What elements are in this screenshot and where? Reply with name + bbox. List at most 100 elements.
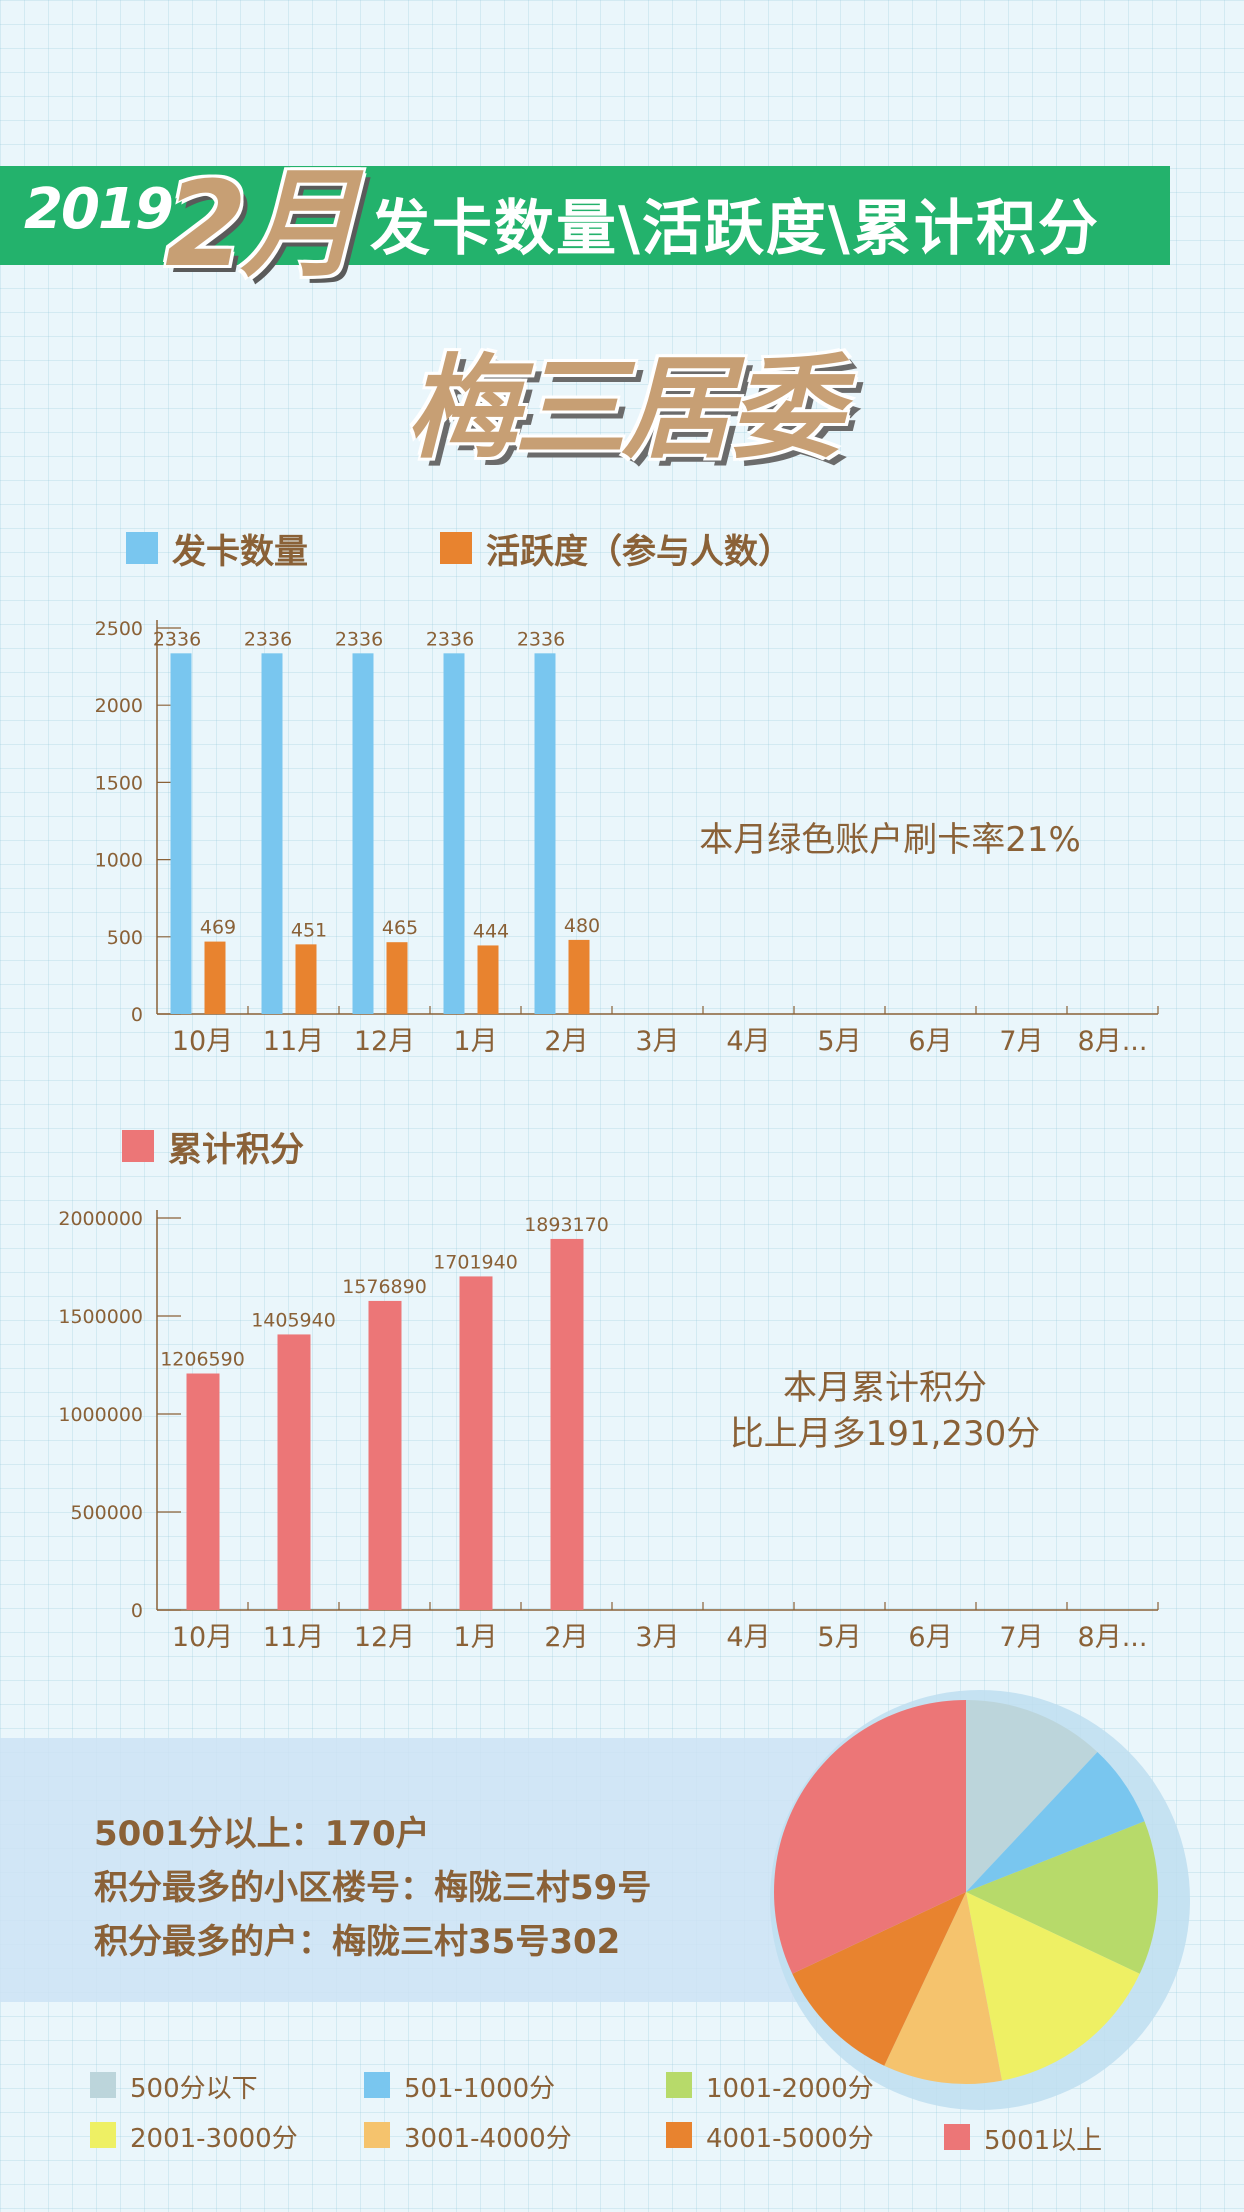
y-tick-label: 1500000 xyxy=(58,1306,143,1328)
x-tick-label: 12月 xyxy=(354,1622,415,1653)
pie-slice xyxy=(966,1700,1098,1892)
pie-legend-swatch xyxy=(90,2122,116,2148)
pie-slice xyxy=(792,1892,966,2066)
bar xyxy=(568,939,590,1014)
pie-legend-label: 4001-5000分 xyxy=(706,2124,874,2154)
pie-slice xyxy=(774,1700,966,1974)
pie-slice xyxy=(966,1821,1158,1974)
bar xyxy=(261,653,283,1014)
org-name: 梅三居委 xyxy=(406,344,842,474)
x-tick-label: 7月 xyxy=(999,1026,1043,1057)
pie-slice xyxy=(884,1892,1002,2084)
pie-legend-swatch xyxy=(666,2122,692,2148)
y-tick-label: 500000 xyxy=(70,1502,143,1524)
y-tick-label: 0 xyxy=(131,1600,143,1622)
summary-line-2: 积分最多的小区楼号：梅陇三村59号 xyxy=(94,1868,652,1908)
x-tick-label: 6月 xyxy=(908,1026,952,1057)
summary-line-1: 5001分以上：170户 xyxy=(94,1814,430,1854)
banner-title: 发卡数量\活跃度\累计积分 xyxy=(370,194,1100,264)
x-tick-label: 7月 xyxy=(999,1622,1043,1653)
bar-value-label: 1701940 xyxy=(433,1251,518,1273)
y-tick-label: 1000 xyxy=(95,850,143,872)
chart1-annotation: 本月绿色账户刷卡率21% xyxy=(699,820,1081,860)
legend-label-activity: 活跃度（参与人数） xyxy=(486,532,792,572)
bar xyxy=(204,941,226,1014)
chart2-annotation-line2: 比上月多191,230分 xyxy=(729,1414,1041,1454)
pie-slice xyxy=(966,1752,1145,1892)
bar-value-label: 2336 xyxy=(517,628,565,650)
pie-legend-label: 500分以下 xyxy=(130,2074,258,2104)
pie-legend-label: 5001以上 xyxy=(984,2126,1103,2156)
x-tick-label: 3月 xyxy=(635,1622,679,1653)
x-tick-label: 10月 xyxy=(172,1026,233,1057)
y-tick-label: 1000000 xyxy=(58,1404,143,1426)
chart-cumulative-points: 0 500000 1000000 1500000 2000000 10月 11月 12月 1月 2… xyxy=(58,1208,1159,1653)
bar-value-label: 469 xyxy=(200,917,236,939)
bar xyxy=(550,1238,584,1610)
banner-year: 2019 xyxy=(24,177,174,242)
pie-slice xyxy=(966,1892,1140,2081)
x-tick-label: 8月... xyxy=(1078,1622,1148,1653)
bar xyxy=(170,653,192,1014)
x-tick-label: 11月 xyxy=(263,1026,324,1057)
bar-value-label: 465 xyxy=(382,917,418,939)
bar xyxy=(459,1276,493,1610)
chart-cards-activity: 0 500 1000 1500 2000 2500 10月 11月 12月 1月 2月 3月 4月 5月 6… xyxy=(95,618,1159,1057)
x-tick-label: 2月 xyxy=(544,1622,588,1653)
legend-label-points: 累计积分 xyxy=(168,1130,304,1170)
bar-value-label: 1405940 xyxy=(251,1309,336,1331)
bar-value-label: 1206590 xyxy=(160,1349,245,1371)
x-tick-label: 6月 xyxy=(908,1622,952,1653)
x-tick-label: 5月 xyxy=(817,1026,861,1057)
x-tick-label: 12月 xyxy=(354,1026,415,1057)
x-tick-label: 4月 xyxy=(726,1622,770,1653)
summary-band xyxy=(0,1738,860,2002)
bar xyxy=(386,942,408,1014)
pie-legend-label: 2001-3000分 xyxy=(130,2124,298,2154)
pie-legend-label: 1001-2000分 xyxy=(706,2074,874,2104)
bar-value-label: 444 xyxy=(473,920,509,942)
pie-legend-swatch xyxy=(666,2072,692,2098)
pie-legend-swatch xyxy=(90,2072,116,2098)
banner-month: 2月 xyxy=(165,155,359,293)
bar xyxy=(352,653,374,1014)
y-tick-label: 2500 xyxy=(95,618,143,640)
y-tick-label: 0 xyxy=(131,1004,143,1026)
bar xyxy=(368,1300,402,1610)
x-tick-label: 1月 xyxy=(453,1026,497,1057)
bar xyxy=(534,653,556,1014)
x-tick-label: 11月 xyxy=(263,1622,324,1653)
pie-legend-swatch xyxy=(364,2072,390,2098)
legend-label-cards: 发卡数量 xyxy=(172,532,308,572)
bar xyxy=(443,653,465,1014)
bar-value-label: 2336 xyxy=(244,628,292,650)
y-tick-label: 2000000 xyxy=(58,1208,143,1230)
x-tick-label: 4月 xyxy=(726,1026,770,1057)
pie-legend-swatch xyxy=(944,2124,970,2150)
bar xyxy=(277,1334,311,1610)
summary-line-3: 积分最多的户：梅陇三村35号302 xyxy=(94,1922,621,1962)
legend-swatch-activity xyxy=(440,532,472,564)
x-tick-label: 3月 xyxy=(635,1026,679,1057)
x-tick-label: 10月 xyxy=(172,1622,233,1653)
pie-chart xyxy=(774,1700,1158,2084)
bar-value-label: 1893170 xyxy=(524,1214,609,1236)
legend-swatch-points xyxy=(122,1130,154,1162)
x-tick-label: 1月 xyxy=(453,1622,497,1653)
pie-legend-swatch xyxy=(364,2122,390,2148)
y-tick-label: 2000 xyxy=(95,695,143,717)
bar-value-label: 480 xyxy=(564,915,600,937)
bar xyxy=(295,944,317,1014)
bar-value-label: 451 xyxy=(291,919,327,941)
y-tick-label: 500 xyxy=(107,927,143,949)
bar-value-label: 2336 xyxy=(426,628,474,650)
chart2-annotation-line1: 本月累计积分 xyxy=(783,1368,987,1408)
x-tick-label: 5月 xyxy=(817,1622,861,1653)
bar xyxy=(477,945,499,1014)
pie-legend-label: 3001-4000分 xyxy=(404,2124,572,2154)
x-tick-label: 8月... xyxy=(1078,1026,1148,1057)
y-tick-label: 1500 xyxy=(95,772,143,794)
bar-value-label: 1576890 xyxy=(342,1276,427,1298)
x-tick-label: 2月 xyxy=(544,1026,588,1057)
title-banner xyxy=(0,166,1170,265)
